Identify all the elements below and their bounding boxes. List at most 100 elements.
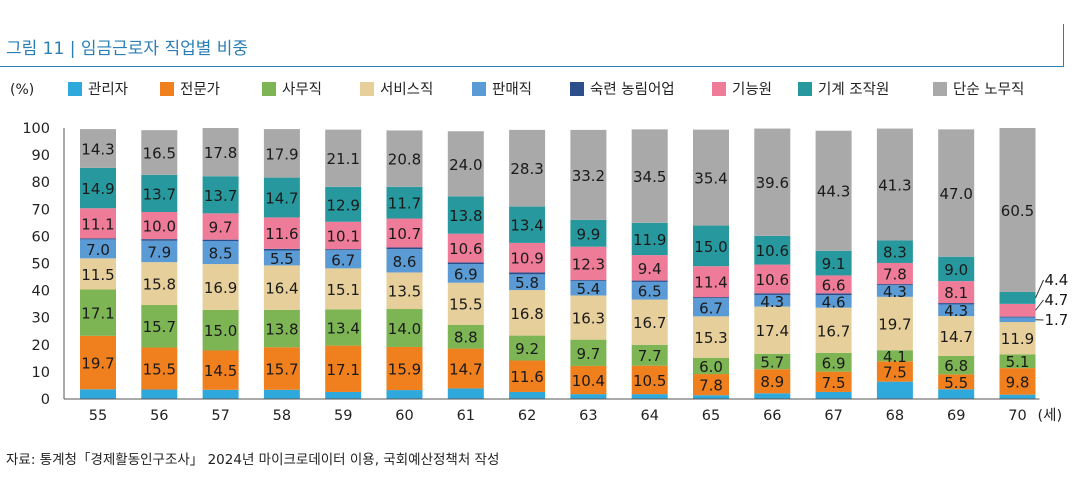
data-label: 12.9	[326, 196, 359, 214]
bar-segment	[876, 240, 913, 263]
bar-segment	[141, 304, 178, 348]
bar-segment	[447, 131, 484, 197]
bar-segment	[693, 395, 729, 399]
bar-segment	[815, 352, 852, 372]
data-label: 11.9	[633, 231, 666, 249]
data-label: 10.9	[510, 250, 543, 268]
legend-swatch	[262, 82, 276, 96]
bar-segment	[815, 293, 852, 296]
legend-swatch	[712, 82, 726, 96]
bar-segment	[80, 258, 116, 290]
data-label: 5.5	[270, 250, 294, 268]
data-label: 5.8	[515, 274, 539, 292]
bar-segment	[693, 316, 729, 358]
data-label: 12.3	[572, 255, 605, 273]
bar-segment	[999, 128, 1036, 292]
bar-segment	[693, 374, 729, 396]
x-tick-label: 70	[1008, 408, 1026, 424]
data-label: 13.7	[143, 185, 176, 203]
bar-segment	[80, 289, 116, 336]
legend-swatch	[798, 82, 812, 96]
bar-segment	[693, 129, 729, 226]
bar-segment	[202, 176, 239, 214]
bar-segment	[141, 347, 178, 390]
leader-line	[1035, 279, 1044, 299]
data-label: 15.7	[143, 318, 176, 336]
bar-segment	[570, 339, 607, 366]
bar-segment	[141, 174, 178, 213]
bar-segment	[202, 350, 239, 390]
data-label: 7.8	[699, 377, 723, 395]
data-label: 5.5	[944, 374, 968, 392]
bar-segment	[815, 371, 852, 392]
bar-segment	[386, 272, 423, 310]
data-label: 11.9	[1001, 330, 1034, 348]
bar-segment	[815, 391, 852, 399]
data-label: 14.3	[81, 140, 114, 158]
bar-segment	[876, 285, 913, 297]
bar-segment	[570, 280, 607, 281]
bar-segment	[938, 256, 975, 282]
data-label: 8.3	[883, 244, 907, 262]
bar-segment	[631, 299, 668, 345]
data-label: 16.4	[265, 280, 298, 298]
bar-segment	[938, 281, 975, 304]
bar-segment	[325, 391, 362, 399]
bar-segment	[141, 389, 178, 399]
data-label: 14.0	[388, 320, 421, 338]
bar-segment	[263, 177, 300, 218]
data-label: 8.8	[454, 329, 478, 347]
bar-segment	[141, 130, 178, 175]
bar-segment	[815, 130, 852, 251]
x-tick-label: 62	[518, 408, 536, 424]
bar-segment	[80, 238, 116, 240]
bar-segment	[325, 309, 362, 346]
y-tick-label: 90	[32, 148, 50, 164]
data-label: 9.7	[576, 345, 600, 363]
x-tick-label: 55	[89, 408, 107, 424]
data-label: 7.9	[147, 243, 171, 261]
data-label: 7.5	[883, 363, 907, 381]
bar-segment	[202, 389, 239, 399]
data-label: 4.6	[822, 293, 846, 311]
data-label: 6.0	[699, 358, 723, 376]
data-label: 33.2	[572, 167, 605, 185]
data-label: 7.8	[883, 266, 907, 284]
x-tick-label: 57	[211, 408, 229, 424]
data-label: 19.7	[878, 316, 911, 334]
bar-segment	[754, 235, 791, 265]
data-label: 6.6	[822, 276, 846, 294]
data-label: 9.8	[1006, 373, 1030, 391]
data-label: 13.5	[388, 283, 421, 301]
y-tick-label: 10	[32, 365, 50, 381]
bar-segment	[938, 389, 975, 399]
title-border-line	[0, 66, 1064, 67]
data-label: 20.8	[388, 151, 421, 169]
bar-segment	[876, 296, 913, 351]
data-label: 15.7	[265, 361, 298, 379]
data-label: 10.6	[756, 242, 789, 260]
y-tick-label: 20	[32, 338, 50, 354]
bar-segment	[202, 213, 239, 240]
bar-segment	[631, 281, 668, 300]
data-label: 6.7	[699, 299, 723, 317]
bar-segment	[754, 306, 791, 354]
data-label: 9.0	[944, 261, 968, 279]
bar-segment	[263, 389, 300, 399]
bar-segment	[570, 295, 607, 340]
outside-data-label: 4.7	[1045, 291, 1069, 309]
data-label: 17.9	[265, 145, 298, 163]
bar-segment	[631, 394, 668, 399]
bar-segment	[693, 298, 729, 317]
data-label: 4.3	[760, 293, 784, 311]
bar-segment	[386, 247, 423, 250]
data-label: 15.1	[326, 281, 359, 299]
bar-segment	[263, 248, 300, 251]
y-tick-label: 40	[32, 284, 50, 300]
data-label: 10.6	[756, 271, 789, 289]
data-label: 4.3	[883, 283, 907, 301]
bar-segment	[876, 350, 913, 362]
x-tick-label: 59	[334, 408, 352, 424]
data-label: 13.8	[449, 207, 482, 225]
bar-segment	[509, 290, 546, 336]
